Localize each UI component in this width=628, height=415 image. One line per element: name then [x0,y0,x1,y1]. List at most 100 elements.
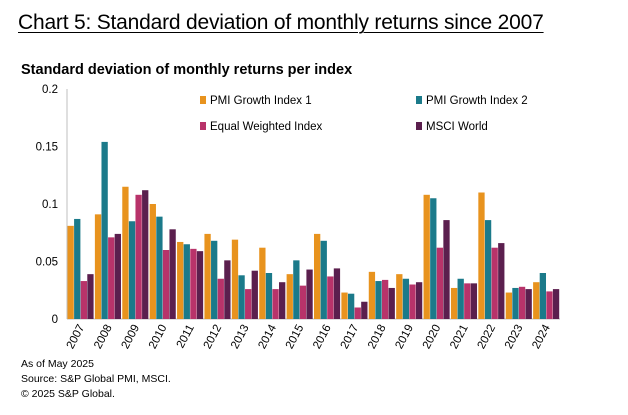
bar [74,218,81,319]
bar [415,282,423,319]
bar [375,281,382,319]
y-tick-label: 0 [52,314,58,326]
chart-notes: As of May 2025 Source: S&P Global PMI, M… [21,357,171,402]
bar [525,289,532,319]
bar [347,293,355,319]
bar [396,274,403,319]
x-tick-label: 2023 [503,323,526,351]
bar [381,279,389,319]
bar [491,247,498,319]
legend-swatch [416,96,422,104]
legend-label: MSCI World [426,121,488,133]
bar [272,289,279,319]
x-tick-label: 2017 [339,323,362,351]
y-tick-label: 0.1 [42,199,58,211]
bar [245,289,252,319]
x-tick-label: 2013 [229,323,252,351]
x-tick-label: 2015 [284,323,307,351]
bar [313,233,321,319]
x-tick-label: 2024 [530,322,553,351]
bar [512,287,519,319]
x-tick-label: 2008 [92,323,115,351]
bar [484,220,492,319]
x-tick-label: 2020 [421,323,444,351]
x-tick-label: 2007 [65,323,88,351]
bar [505,292,513,319]
bar [122,186,129,319]
bar [320,240,327,319]
bar [211,240,218,319]
bar [87,274,94,319]
x-tick-label: 2012 [202,323,225,351]
x-tick-label: 2016 [311,323,334,351]
bar [354,307,361,319]
bar [478,192,485,319]
legend-label: PMI Growth Index 2 [426,95,528,107]
source-note: Source: S&P Global PMI, MSCI. [21,373,171,385]
y-tick-label: 0.2 [42,84,58,96]
bar [142,190,149,319]
bar [251,270,258,319]
bar [546,291,553,319]
legend-label: PMI Growth Index 1 [210,95,312,107]
bar [238,275,245,319]
bar [286,274,293,319]
bar [436,247,444,319]
bar [259,247,266,319]
legend-label: Equal Weighted Index [210,121,323,133]
bar [430,198,437,319]
bar [533,282,540,319]
bar [450,287,458,319]
x-tick-label: 2022 [476,323,499,351]
y-tick-label: 0.15 [36,142,58,154]
bar [101,141,108,319]
bar [457,278,464,319]
bar [327,276,334,319]
bar [402,278,410,319]
bar [224,260,231,319]
bar [552,289,560,319]
bar [231,239,239,319]
chart-heading: Chart 5: Standard deviation of monthly r… [18,11,544,34]
copyright-note: © 2025 S&P Global. [21,388,115,400]
bar [443,220,450,319]
bar [306,269,313,319]
bar [341,292,348,319]
legend-swatch [416,122,422,130]
bar [361,301,368,319]
bar [293,260,300,319]
bar [299,285,307,319]
bar [470,283,478,319]
bar [409,284,416,319]
x-tick-label: 2011 [175,323,197,350]
x-tick-label: 2009 [120,323,143,351]
bar [67,225,74,319]
x-tick-label: 2010 [147,323,170,351]
chart-title: Standard deviation of monthly returns pe… [21,62,353,78]
legend-swatch [200,96,206,104]
bar [279,282,286,319]
bar [539,273,547,319]
bar [464,283,471,319]
bar [183,244,190,319]
bar [94,214,102,319]
bar [423,194,430,319]
bar [196,251,204,319]
legend-swatch [200,122,206,130]
bar [156,216,163,319]
bar [190,248,197,319]
y-tick-label: 0.05 [36,257,58,269]
x-tick-label: 2018 [366,323,389,351]
bar [169,229,176,319]
bar [80,281,87,319]
bar [265,273,273,319]
x-tick-label: 2014 [256,322,279,351]
bar [149,204,156,319]
bar [128,221,136,319]
x-tick-label: 2021 [448,323,471,351]
bar [135,194,142,319]
bar [114,233,121,319]
bar [162,250,170,319]
bar [388,287,395,319]
